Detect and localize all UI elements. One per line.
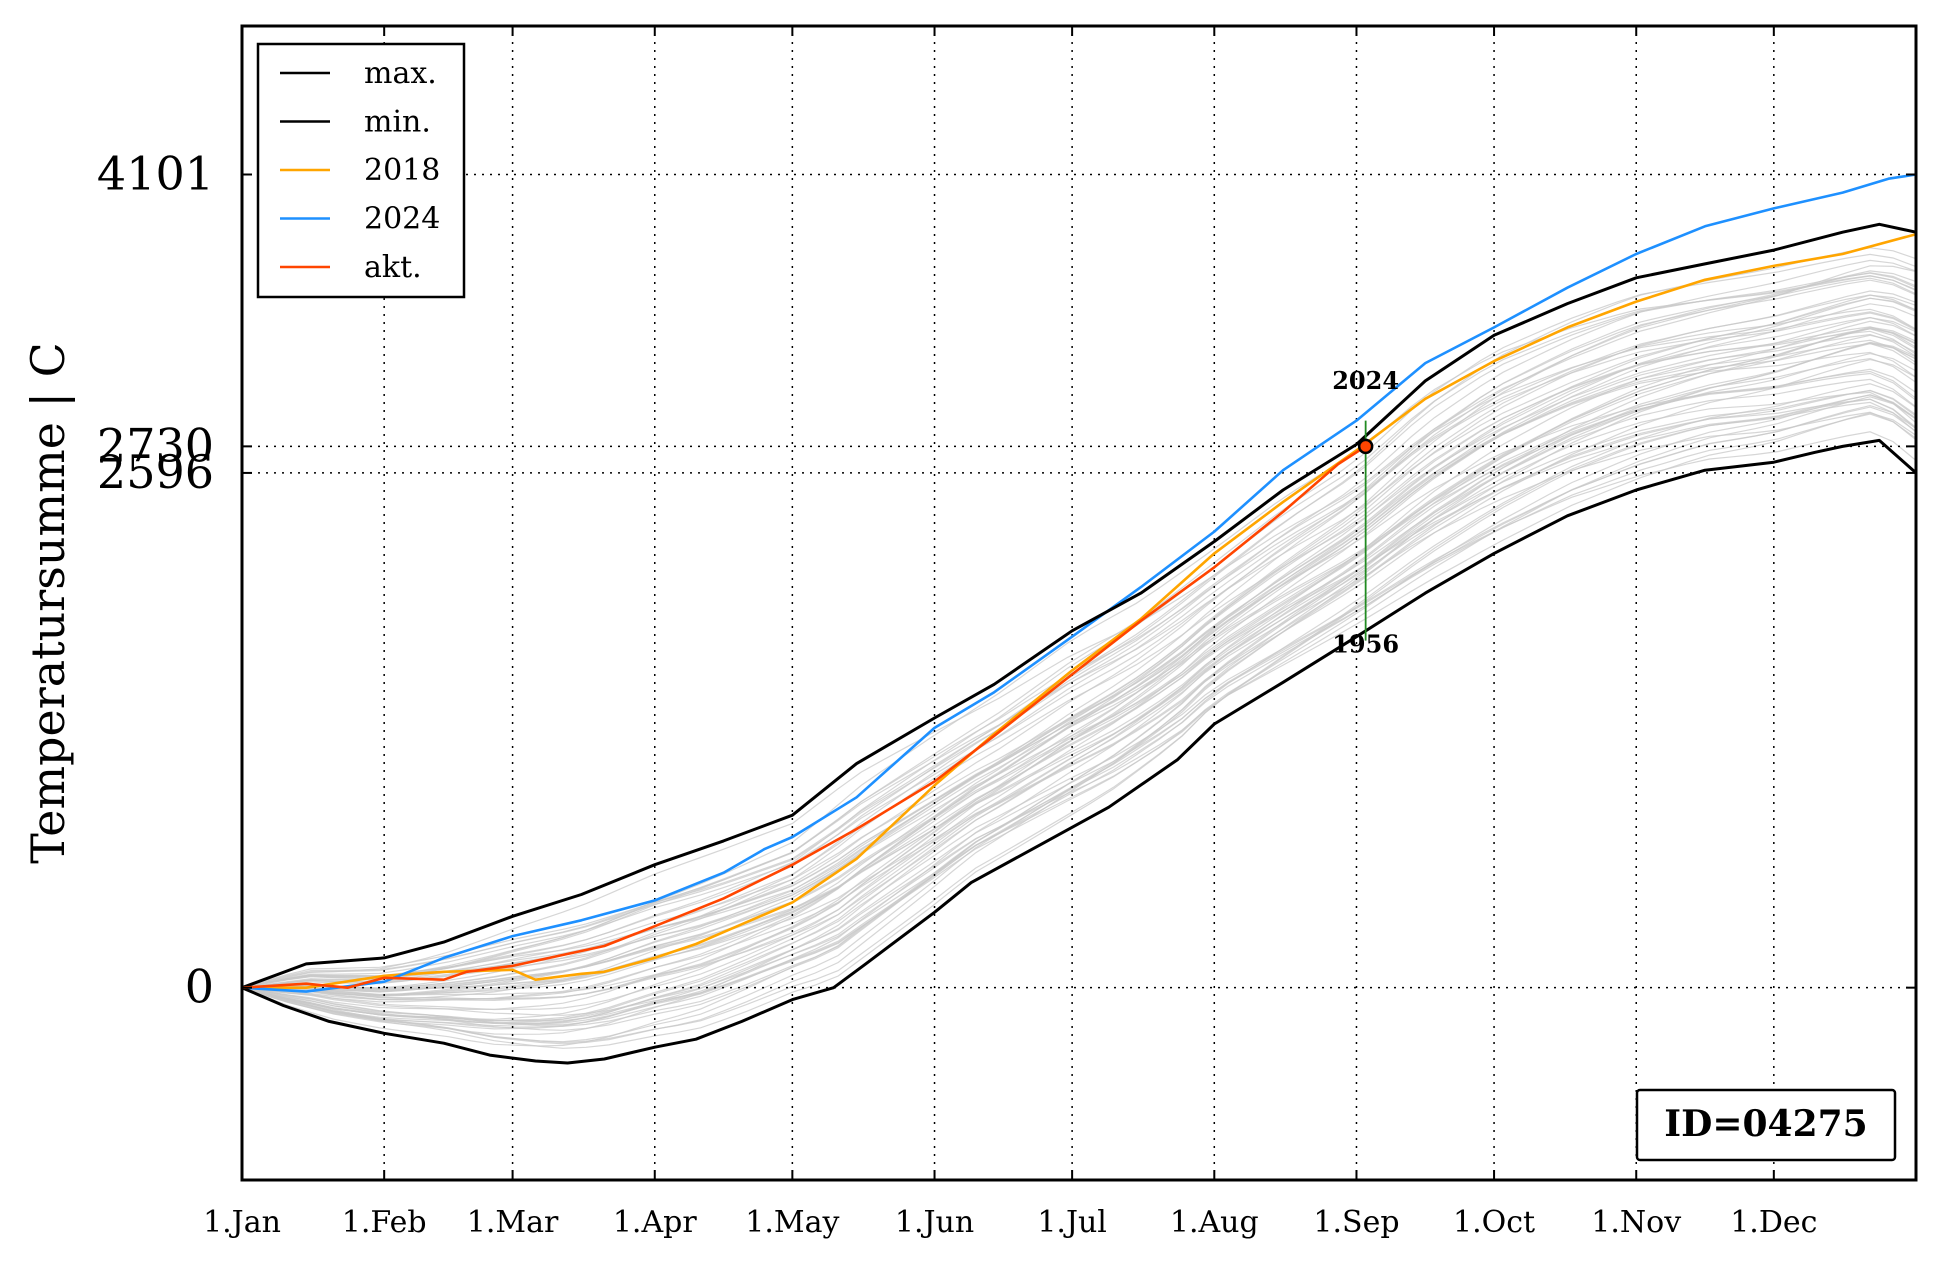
x-tick-label: 1.Mar — [467, 1205, 559, 1240]
station-id-frame — [1635, 1088, 1897, 1162]
background-year-line — [241, 297, 1917, 989]
y-tick-label: 0 — [185, 960, 214, 1014]
y-axis-label: Temperatursumme | C — [21, 342, 75, 864]
background-year-line — [241, 342, 1917, 997]
background-year-line — [241, 270, 1917, 989]
background-year-line — [241, 265, 1917, 989]
background-year-line — [241, 311, 1917, 990]
station-id-box: ID=04275 — [1635, 1088, 1897, 1162]
x-tick-label: 1.Aug — [1170, 1205, 1259, 1240]
background-year-line — [241, 317, 1917, 989]
x-tick-label: 1.Sep — [1313, 1205, 1399, 1240]
background-year-line — [241, 320, 1917, 991]
y-tick-label: 2730 — [97, 418, 214, 472]
x-axis: 1.Jan 1.Feb 1.Mar 1.Apr 1.May 1.Jun 1.Jul 1.Aug… — [203, 26, 1817, 1240]
background-year-line — [241, 327, 1917, 993]
background-year-line — [241, 394, 1917, 1025]
x-tick-label: 1.May — [745, 1205, 839, 1240]
plot-frame — [240, 24, 1918, 1182]
current-value-marker — [1357, 438, 1374, 455]
legend-label: akt. — [364, 250, 422, 285]
background-year-line — [241, 368, 1917, 1011]
legend-label: min. — [364, 105, 431, 140]
background-year-line — [241, 342, 1917, 997]
x-tick-label: 1.Feb — [342, 1205, 427, 1240]
background-year-line — [241, 279, 1917, 989]
x-tick-label: 1.Oct — [1453, 1205, 1535, 1240]
background-year-line — [241, 383, 1917, 1022]
x-tick-label: 1.Dec — [1730, 1205, 1817, 1240]
background-year-line — [241, 351, 1917, 1011]
legend-frame — [256, 42, 466, 299]
background-year-line — [241, 333, 1917, 1000]
x-tick-label: 1.Apr — [613, 1205, 697, 1240]
background-year-line — [241, 274, 1917, 989]
series-line-min — [241, 438, 1917, 1065]
series-line-2024 — [241, 173, 1917, 993]
legend-label: 2024 — [364, 202, 440, 237]
y-tick-label: 4101 — [97, 147, 214, 201]
background-year-line — [241, 391, 1917, 1045]
x-tick-label: 1.Jul — [1037, 1205, 1107, 1240]
background-year-line — [241, 370, 1917, 1027]
annotation-label: 2024 — [1332, 366, 1399, 395]
background-year-line — [241, 247, 1917, 989]
background-year-line — [241, 272, 1917, 989]
x-tick-label: 1.Jun — [895, 1205, 974, 1240]
background-year-line — [241, 404, 1917, 1024]
series-line-akt — [241, 445, 1367, 989]
background-year-line — [241, 357, 1917, 1016]
y-tick-label: 2596 — [97, 445, 214, 499]
annotations: 2024 1956 — [1332, 366, 1399, 659]
station-id-label: ID=04275 — [1664, 1103, 1867, 1145]
legend-label: 2018 — [364, 153, 440, 188]
series-line-max — [241, 222, 1917, 990]
annotation-label: 1956 — [1332, 630, 1399, 659]
background-year-line — [241, 275, 1917, 989]
series-lines — [241, 173, 1917, 1065]
legend: max. min. 2018 2024 akt. — [256, 42, 466, 299]
background-year-line — [241, 401, 1917, 1049]
x-tick-label: 1.Nov — [1591, 1205, 1681, 1240]
background-year-line — [241, 431, 1917, 1047]
legend-label: max. — [364, 56, 437, 91]
x-tick-label: 1.Jan — [203, 1205, 281, 1240]
